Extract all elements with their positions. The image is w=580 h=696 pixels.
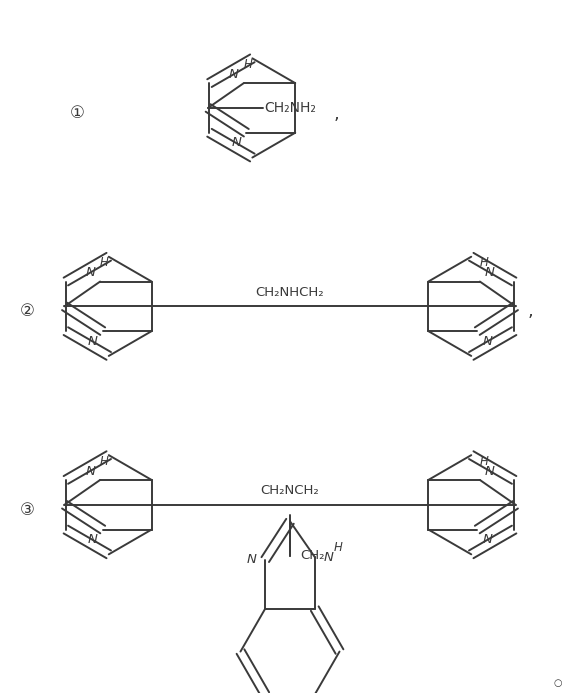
Text: ,: , <box>528 302 534 320</box>
Text: ③: ③ <box>20 500 35 519</box>
Text: N: N <box>482 533 492 546</box>
Text: N: N <box>88 335 98 347</box>
Text: N: N <box>85 464 95 477</box>
Text: N: N <box>485 464 495 477</box>
Text: ②: ② <box>20 302 35 320</box>
Text: N: N <box>85 266 95 279</box>
Text: CH₂NCH₂: CH₂NCH₂ <box>260 484 320 498</box>
Text: ○: ○ <box>553 679 561 688</box>
Text: H: H <box>100 256 108 269</box>
Text: H: H <box>243 58 252 71</box>
Text: CH₂: CH₂ <box>300 549 324 562</box>
Text: ,: , <box>334 105 340 123</box>
Text: H: H <box>100 454 108 468</box>
Text: N: N <box>324 551 334 564</box>
Text: H: H <box>480 454 488 468</box>
Text: ①: ① <box>70 104 85 122</box>
Text: H: H <box>480 256 488 269</box>
Text: CH₂NH₂: CH₂NH₂ <box>264 101 317 115</box>
Text: CH₂NHCH₂: CH₂NHCH₂ <box>256 286 324 299</box>
Text: N: N <box>246 553 256 566</box>
Text: N: N <box>231 136 241 149</box>
Text: N: N <box>88 533 98 546</box>
Text: H: H <box>334 541 343 553</box>
Text: N: N <box>482 335 492 347</box>
Text: N: N <box>485 266 495 279</box>
Text: N: N <box>229 68 239 81</box>
